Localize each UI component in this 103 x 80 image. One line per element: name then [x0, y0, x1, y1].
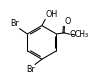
Text: CH₃: CH₃	[74, 30, 89, 39]
Text: Br: Br	[26, 65, 35, 74]
Text: O: O	[70, 30, 76, 39]
Text: Br: Br	[11, 19, 19, 28]
Text: O: O	[65, 17, 71, 26]
Text: OH: OH	[45, 10, 58, 19]
